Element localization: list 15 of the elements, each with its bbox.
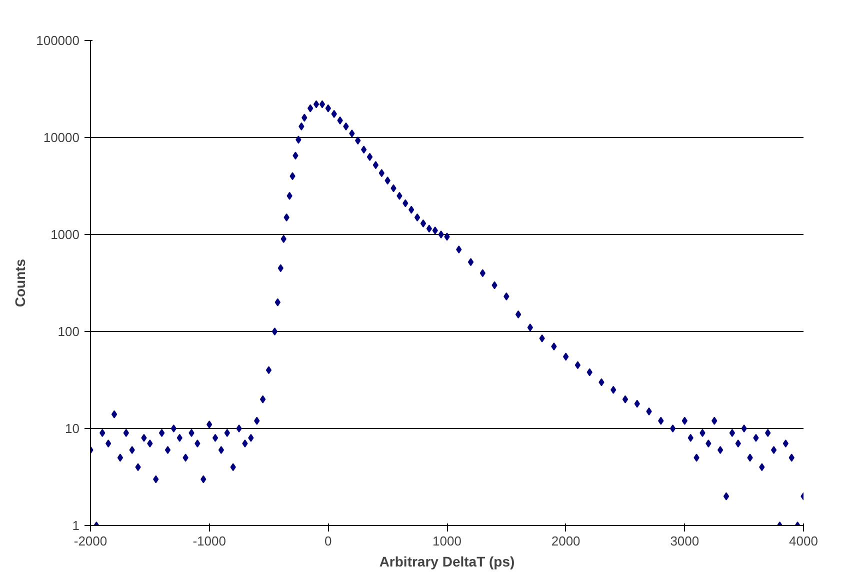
y-tick-label: 100	[58, 324, 80, 339]
y-tick-label: 10000	[43, 130, 80, 145]
x-tick-label: 2000	[551, 534, 580, 548]
y-tick-label: 1	[72, 518, 80, 533]
x-tick-label: 4000	[789, 534, 818, 548]
x-tick-label: -2000	[74, 534, 108, 548]
x-axis-title: Arbitrary DeltaT (ps)	[379, 554, 515, 570]
y-axis-title: Counts	[12, 258, 28, 308]
x-tick-label: 1000	[432, 534, 462, 548]
x-tick-label: 3000	[670, 534, 700, 548]
y-tick-label: 100000	[36, 33, 80, 48]
y-tick-label: 1000	[50, 227, 80, 242]
x-tick-label: 0	[324, 534, 332, 548]
y-tick-label: 10	[65, 421, 80, 436]
x-tick-label: -1000	[192, 534, 226, 548]
